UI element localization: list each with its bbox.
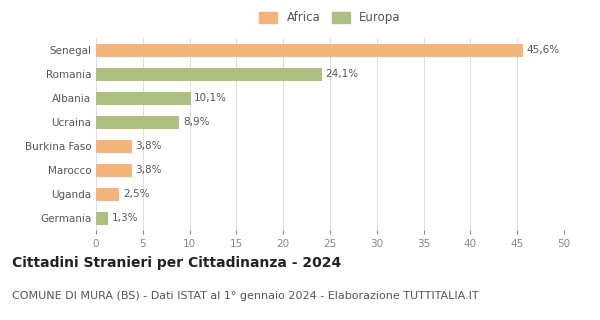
Bar xyxy=(96,188,119,201)
Text: 10,1%: 10,1% xyxy=(194,93,227,103)
Text: 3,8%: 3,8% xyxy=(136,141,162,151)
Bar xyxy=(96,140,131,153)
Text: 24,1%: 24,1% xyxy=(325,69,358,79)
Bar xyxy=(96,116,179,129)
Bar xyxy=(96,68,322,81)
Bar xyxy=(96,92,191,105)
Text: 8,9%: 8,9% xyxy=(183,117,209,127)
Bar xyxy=(96,44,523,57)
Text: COMUNE DI MURA (BS) - Dati ISTAT al 1° gennaio 2024 - Elaborazione TUTTITALIA.IT: COMUNE DI MURA (BS) - Dati ISTAT al 1° g… xyxy=(12,291,479,301)
Text: 3,8%: 3,8% xyxy=(136,165,162,175)
Text: 1,3%: 1,3% xyxy=(112,213,139,223)
Text: 45,6%: 45,6% xyxy=(527,45,560,55)
Text: Cittadini Stranieri per Cittadinanza - 2024: Cittadini Stranieri per Cittadinanza - 2… xyxy=(12,256,341,270)
Bar xyxy=(96,212,108,225)
Text: 2,5%: 2,5% xyxy=(123,189,149,199)
Bar xyxy=(96,164,131,177)
Legend: Africa, Europa: Africa, Europa xyxy=(257,9,403,27)
